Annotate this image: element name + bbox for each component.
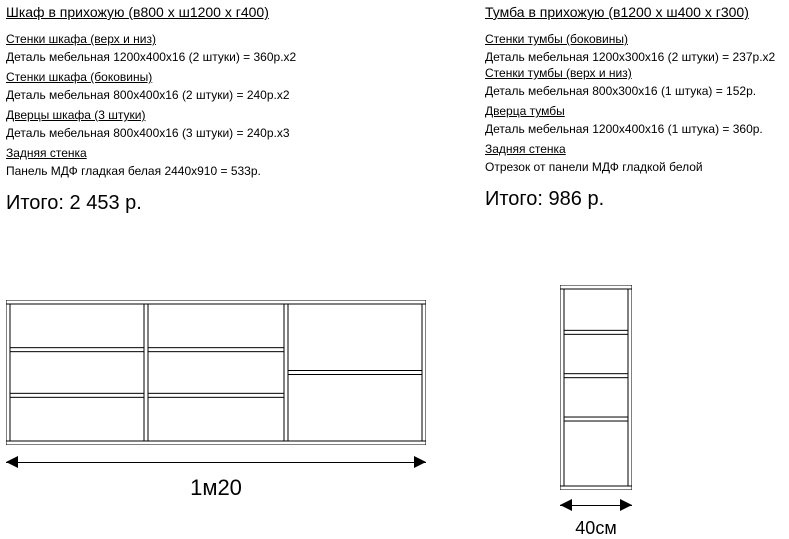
left-column: Шкаф в прихожую (в800 х ш1200 х г400) Ст… [6, 4, 446, 215]
arrowhead-left-icon [6, 456, 18, 468]
arrow-shaft [6, 462, 426, 463]
right-title: Тумба в прихожую (в1200 х ш400 х г300) [485, 4, 785, 20]
right-sub-4: Задняя стенка [485, 142, 785, 156]
right-total: Итого: 986 р. [485, 188, 785, 211]
right-line-3: Деталь мебельная 1200x400x16 (1 штука) =… [485, 122, 785, 136]
right-diagram-area: 40см [560, 285, 632, 539]
arrowhead-right-icon [414, 456, 426, 468]
right-column: Тумба в прихожую (в1200 х ш400 х г300) С… [485, 4, 785, 211]
left-dimension-label: 1м20 [6, 475, 426, 501]
left-sub-2: Стенки шкафа (боковины) [6, 70, 446, 84]
arrowhead-right-icon [620, 499, 632, 511]
right-sub-2: Стенки тумбы (верх и низ) [485, 66, 785, 80]
right-dimension-label: 40см [560, 518, 632, 539]
left-line-4: Панель МДФ гладкая белая 2440x910 = 533р… [6, 164, 446, 178]
left-line-1: Деталь мебельная 1200x400x16 (2 штуки) =… [6, 50, 446, 64]
left-line-3: Деталь мебельная 800x400x16 (3 штуки) = … [6, 126, 446, 140]
arrowhead-left-icon [560, 499, 572, 511]
left-sub-1: Стенки шкафа (верх и низ) [6, 32, 446, 46]
cabinet-diagram [6, 300, 426, 445]
right-line-1: Деталь мебельная 1200x300x16 (2 штуки) =… [485, 50, 785, 64]
right-line-4: Отрезок от панели МДФ гладкой белой [485, 160, 785, 174]
tumba-diagram [560, 285, 632, 490]
left-dimension-arrow [6, 453, 426, 473]
left-title: Шкаф в прихожую (в800 х ш1200 х г400) [6, 4, 446, 20]
left-diagram-area: 1м20 [6, 300, 426, 501]
right-line-2: Деталь мебельная 800x300x16 (1 штука) = … [485, 84, 785, 98]
left-total: Итого: 2 453 р. [6, 192, 446, 215]
right-sub-1: Стенки тумбы (боковины) [485, 32, 785, 46]
left-line-2: Деталь мебельная 800x400x16 (2 штуки) = … [6, 88, 446, 102]
left-sub-4: Задняя стенка [6, 146, 446, 160]
right-dimension-arrow [560, 496, 632, 516]
left-sub-3: Дверцы шкафа (3 штуки) [6, 108, 446, 122]
right-sub-3: Дверца тумбы [485, 104, 785, 118]
